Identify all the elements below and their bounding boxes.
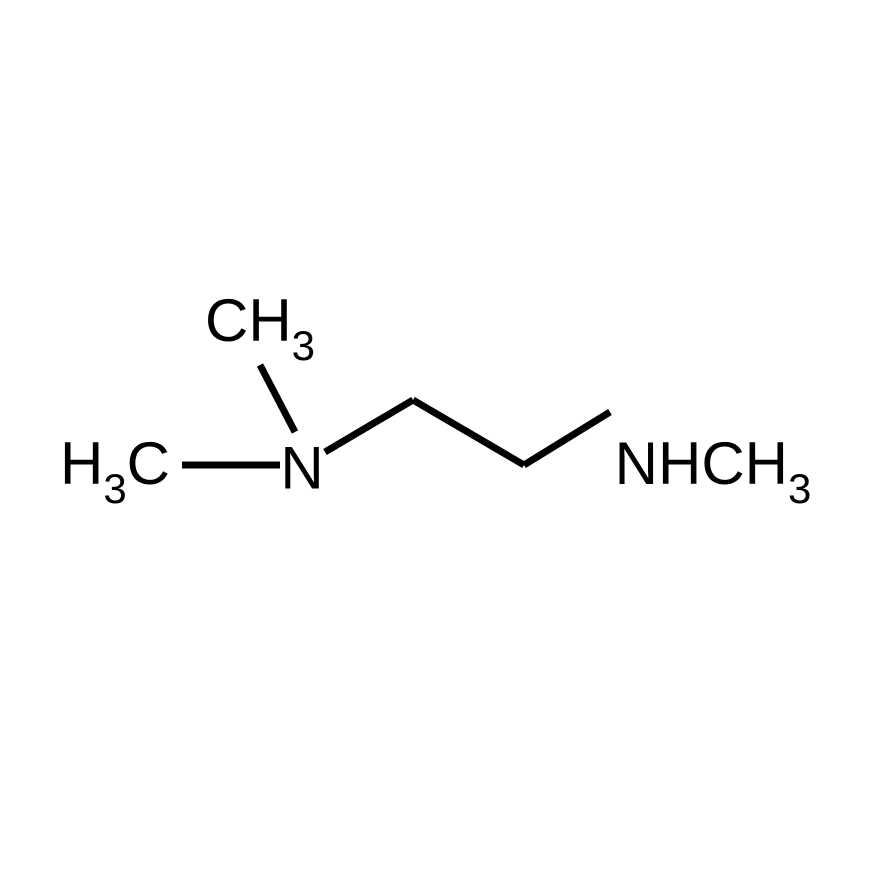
bond-ch2-to-ch2: [413, 400, 524, 465]
atom-text: C: [127, 430, 170, 497]
atom-nhch3-right: NHCH3: [615, 429, 812, 507]
bond-n-to-ch2: [325, 400, 413, 452]
atom-text: N: [280, 435, 323, 502]
atom-h3c-left: H3C: [60, 429, 170, 507]
atom-subscript: 3: [103, 465, 126, 512]
chemical-structure-diagram: CH3 H3C N NHCH3: [0, 0, 890, 890]
atom-text: NHCH: [615, 430, 788, 497]
atom-ch3-top: CH3: [205, 286, 315, 364]
atom-text: H: [60, 430, 103, 497]
atom-subscript: 3: [788, 465, 811, 512]
bond-ch2-to-nhch3: [524, 412, 610, 465]
atom-subscript: 3: [292, 322, 315, 369]
atom-n-left: N: [280, 434, 323, 503]
bond-ch3-top-to-n: [260, 365, 295, 432]
atom-text: CH: [205, 287, 292, 354]
